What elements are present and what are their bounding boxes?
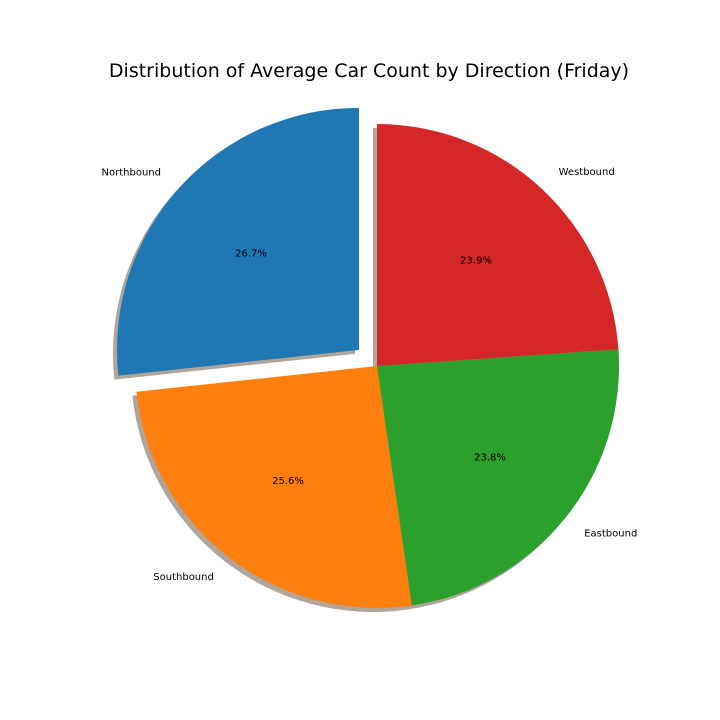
pie-slice-southbound — [136, 366, 412, 608]
category-label-southbound: Southbound — [153, 572, 214, 583]
pie-labels: 26.7% Northbound 25.6% Southbound 23.8% Eastb… — [102, 167, 638, 583]
category-label-northbound: Northbound — [102, 167, 161, 178]
pie-slice-westbound — [377, 124, 619, 366]
pie-slice-eastbound — [377, 349, 619, 606]
chart-title: Distribution of Average Car Count by Dir… — [108, 60, 630, 82]
pie-slices — [116, 107, 619, 608]
pct-label-eastbound: 23.8% — [474, 453, 506, 464]
category-label-westbound: Westbound — [559, 167, 615, 178]
pct-label-northbound: 26.7% — [235, 248, 267, 259]
category-label-eastbound: Eastbound — [584, 529, 637, 540]
pct-label-westbound: 23.9% — [460, 255, 492, 266]
pct-label-southbound: 25.6% — [272, 476, 304, 487]
pie-slice-northbound — [116, 107, 359, 376]
